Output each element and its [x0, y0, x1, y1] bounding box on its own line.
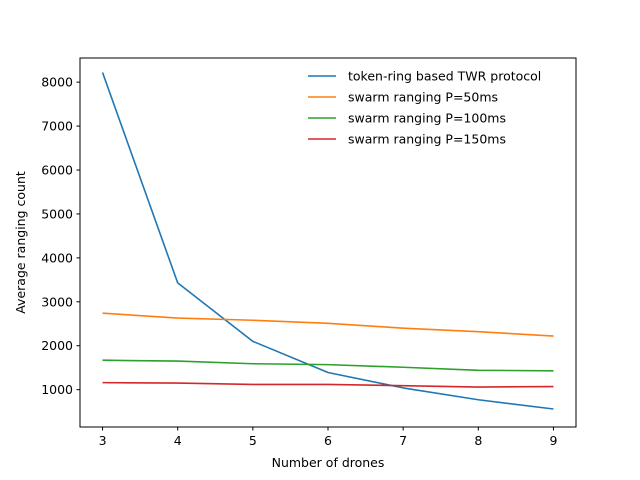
x-tick-label: 8 [474, 433, 482, 448]
legend-label: swarm ranging P=100ms [348, 111, 506, 126]
y-tick-label: 3000 [41, 294, 73, 309]
series-line-1 [101, 72, 554, 410]
y-tick-label: 4000 [41, 250, 73, 265]
y-axis-label: Average ranging count [13, 171, 28, 314]
series-line-2 [102, 312, 554, 337]
x-tick-label: 7 [399, 433, 407, 448]
series-layer [101, 72, 554, 410]
y-tick-label: 7000 [41, 119, 73, 134]
legend-label: token-ring based TWR protocol [348, 69, 541, 84]
legend-label: swarm ranging P=150ms [348, 132, 506, 147]
y-tick-label: 6000 [41, 163, 73, 178]
y-tick-label: 1000 [41, 382, 73, 397]
x-axis: 3 4 5 6 7 8 9 [99, 427, 557, 448]
x-tick-label: 3 [99, 433, 107, 448]
y-axis: 1000 2000 3000 4000 5000 6000 7000 8000 [41, 75, 80, 397]
x-axis-label: Number of drones [272, 455, 385, 470]
legend-label: swarm ranging P=50ms [348, 90, 498, 105]
series-line-4 [102, 381, 554, 388]
x-tick-label: 5 [249, 433, 257, 448]
x-tick-label: 6 [324, 433, 332, 448]
series-line-3 [102, 359, 554, 372]
legend: token-ring based TWR protocol swarm rangi… [308, 69, 541, 147]
y-tick-label: 8000 [41, 75, 73, 90]
x-tick-label: 9 [549, 433, 557, 448]
y-tick-label: 5000 [41, 206, 73, 221]
y-tick-label: 2000 [41, 338, 73, 353]
x-tick-label: 4 [174, 433, 182, 448]
